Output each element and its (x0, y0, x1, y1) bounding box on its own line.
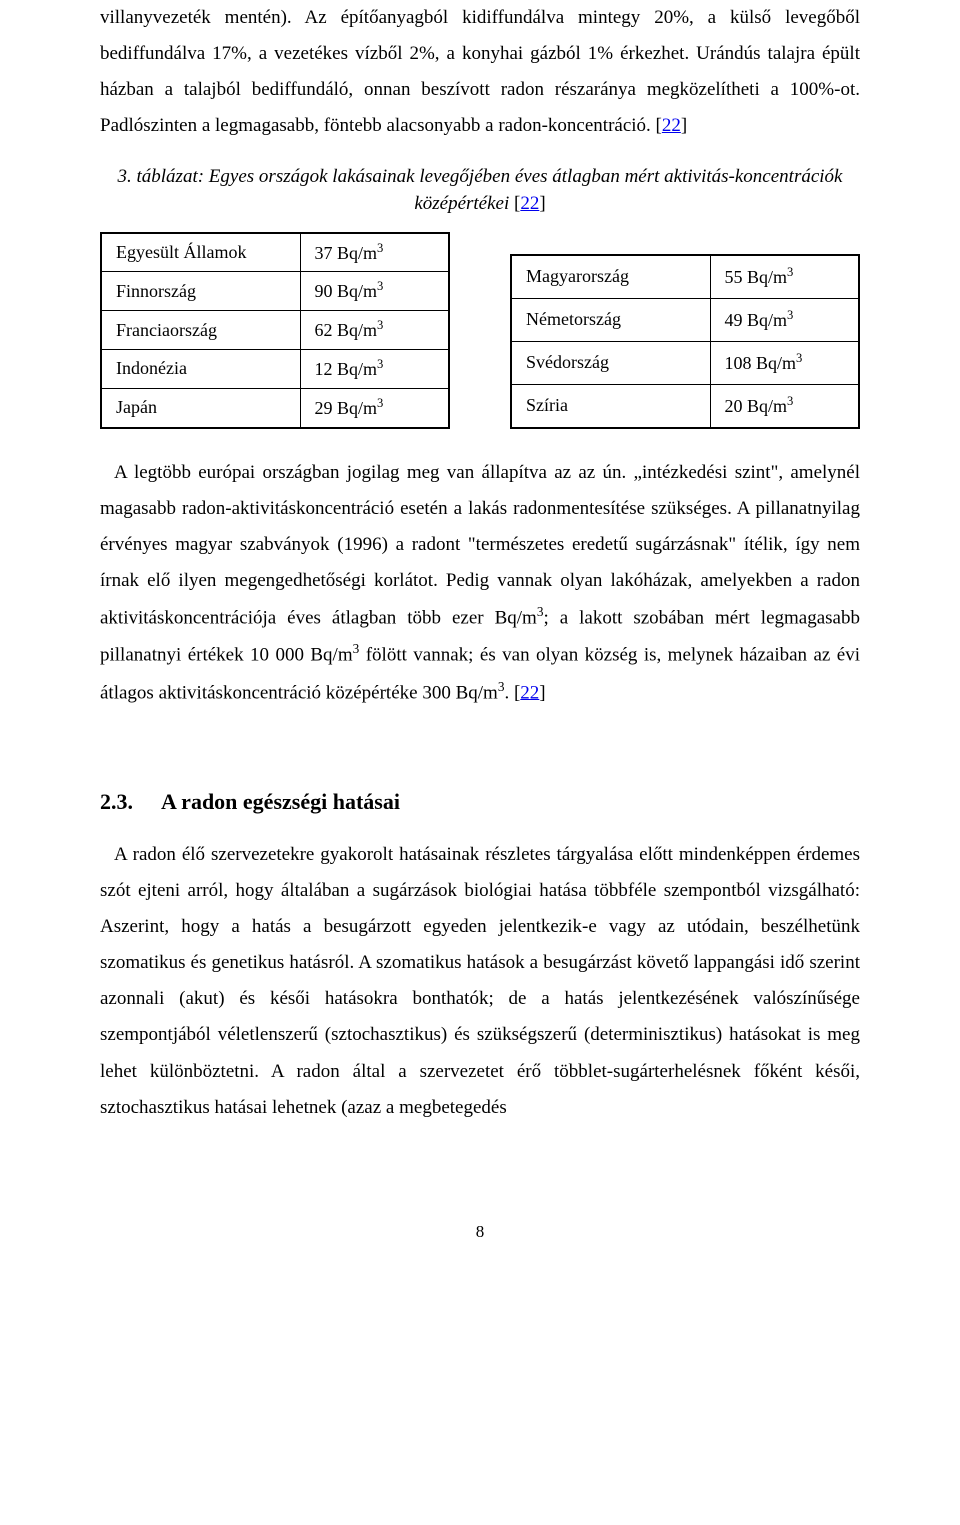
section-title: A radon egészségi hatásai (161, 781, 400, 823)
cell-value-text: 62 Bq/m (315, 320, 378, 340)
table-right: Magyarország 55 Bq/m3 Németország 49 Bq/… (510, 254, 860, 429)
cell-value-text: 12 Bq/m (315, 359, 378, 379)
cell-value: 90 Bq/m3 (300, 272, 449, 311)
table-row: Németország 49 Bq/m3 (511, 298, 859, 341)
cell-value-sup: 3 (377, 279, 383, 293)
table-row: Franciaország 62 Bq/m3 (101, 311, 449, 350)
cell-value-sup: 3 (377, 241, 383, 255)
biblio-link-22-a[interactable]: 22 (662, 115, 681, 136)
table-row: Egyesült Államok 37 Bq/m3 (101, 233, 449, 272)
table-row: Indonézia 12 Bq/m3 (101, 349, 449, 388)
paragraph-after-table: A legtöbb európai országban jogilag meg … (100, 455, 860, 712)
table-row: Japán 29 Bq/m3 (101, 388, 449, 427)
para2-t5: ] (539, 682, 545, 703)
biblio-link-22-c[interactable]: 22 (520, 682, 539, 703)
tables-wrapper: Egyesült Államok 37 Bq/m3 Finnország 90 … (100, 232, 860, 429)
cell-value-sup: 3 (796, 351, 802, 365)
cell-value-text: 108 Bq/m (725, 353, 797, 373)
cell-country: Németország (511, 298, 710, 341)
cell-value-text: 90 Bq/m (315, 281, 378, 301)
cell-country: Franciaország (101, 311, 300, 350)
paragraph-intro-text-b: ] (681, 115, 687, 136)
table-row: Szíria 20 Bq/m3 (511, 384, 859, 428)
paragraph-intro-text-a: villanyvezeték mentén). Az építőanyagból… (100, 7, 860, 136)
cell-value: 49 Bq/m3 (710, 298, 859, 341)
page-number: 8 (100, 1216, 860, 1248)
table-caption: 3. táblázat: Egyes országok lakásainak l… (100, 164, 860, 217)
table-caption-lead: 3. táblázat: Egyes országok lakásainak l… (118, 166, 843, 214)
cell-country: Egyesült Államok (101, 233, 300, 272)
paragraph-intro: villanyvezeték mentén). Az építőanyagból… (100, 0, 860, 144)
section-number: 2.3. (100, 781, 133, 823)
cell-value: 62 Bq/m3 (300, 311, 449, 350)
paragraph-section-body: A radon élő szervezetekre gyakorolt hatá… (100, 837, 860, 1126)
cell-value: 29 Bq/m3 (300, 388, 449, 427)
cell-value: 55 Bq/m3 (710, 255, 859, 299)
para2-t1: A legtöbb európai országban jogilag meg … (100, 462, 860, 629)
table-row: Svédország 108 Bq/m3 (511, 341, 859, 384)
cell-value-text: 29 Bq/m (315, 398, 378, 418)
cell-value-text: 20 Bq/m (725, 396, 788, 416)
biblio-link-22-b[interactable]: 22 (520, 193, 539, 214)
cell-value-sup: 3 (377, 318, 383, 332)
cell-value-text: 49 Bq/m (725, 310, 788, 330)
cell-value-sup: 3 (377, 357, 383, 371)
cell-country: Szíria (511, 384, 710, 428)
section-heading-row: 2.3. A radon egészségi hatásai (100, 781, 860, 823)
para2-t4: . [ (504, 682, 520, 703)
cell-country: Indonézia (101, 349, 300, 388)
table-caption-bracket-close: ] (539, 193, 545, 214)
cell-value-sup: 3 (787, 394, 793, 408)
cell-value: 108 Bq/m3 (710, 341, 859, 384)
cell-value-text: 55 Bq/m (725, 267, 788, 287)
cell-value-sup: 3 (787, 308, 793, 322)
table-row: Magyarország 55 Bq/m3 (511, 255, 859, 299)
table-left: Egyesült Államok 37 Bq/m3 Finnország 90 … (100, 232, 450, 429)
table-row: Finnország 90 Bq/m3 (101, 272, 449, 311)
cell-value: 20 Bq/m3 (710, 384, 859, 428)
cell-value-sup: 3 (787, 265, 793, 279)
cell-country: Japán (101, 388, 300, 427)
cell-country: Finnország (101, 272, 300, 311)
cell-value-sup: 3 (377, 396, 383, 410)
cell-value: 37 Bq/m3 (300, 233, 449, 272)
cell-country: Magyarország (511, 255, 710, 299)
cell-value: 12 Bq/m3 (300, 349, 449, 388)
cell-country: Svédország (511, 341, 710, 384)
cell-value-text: 37 Bq/m (315, 243, 378, 263)
